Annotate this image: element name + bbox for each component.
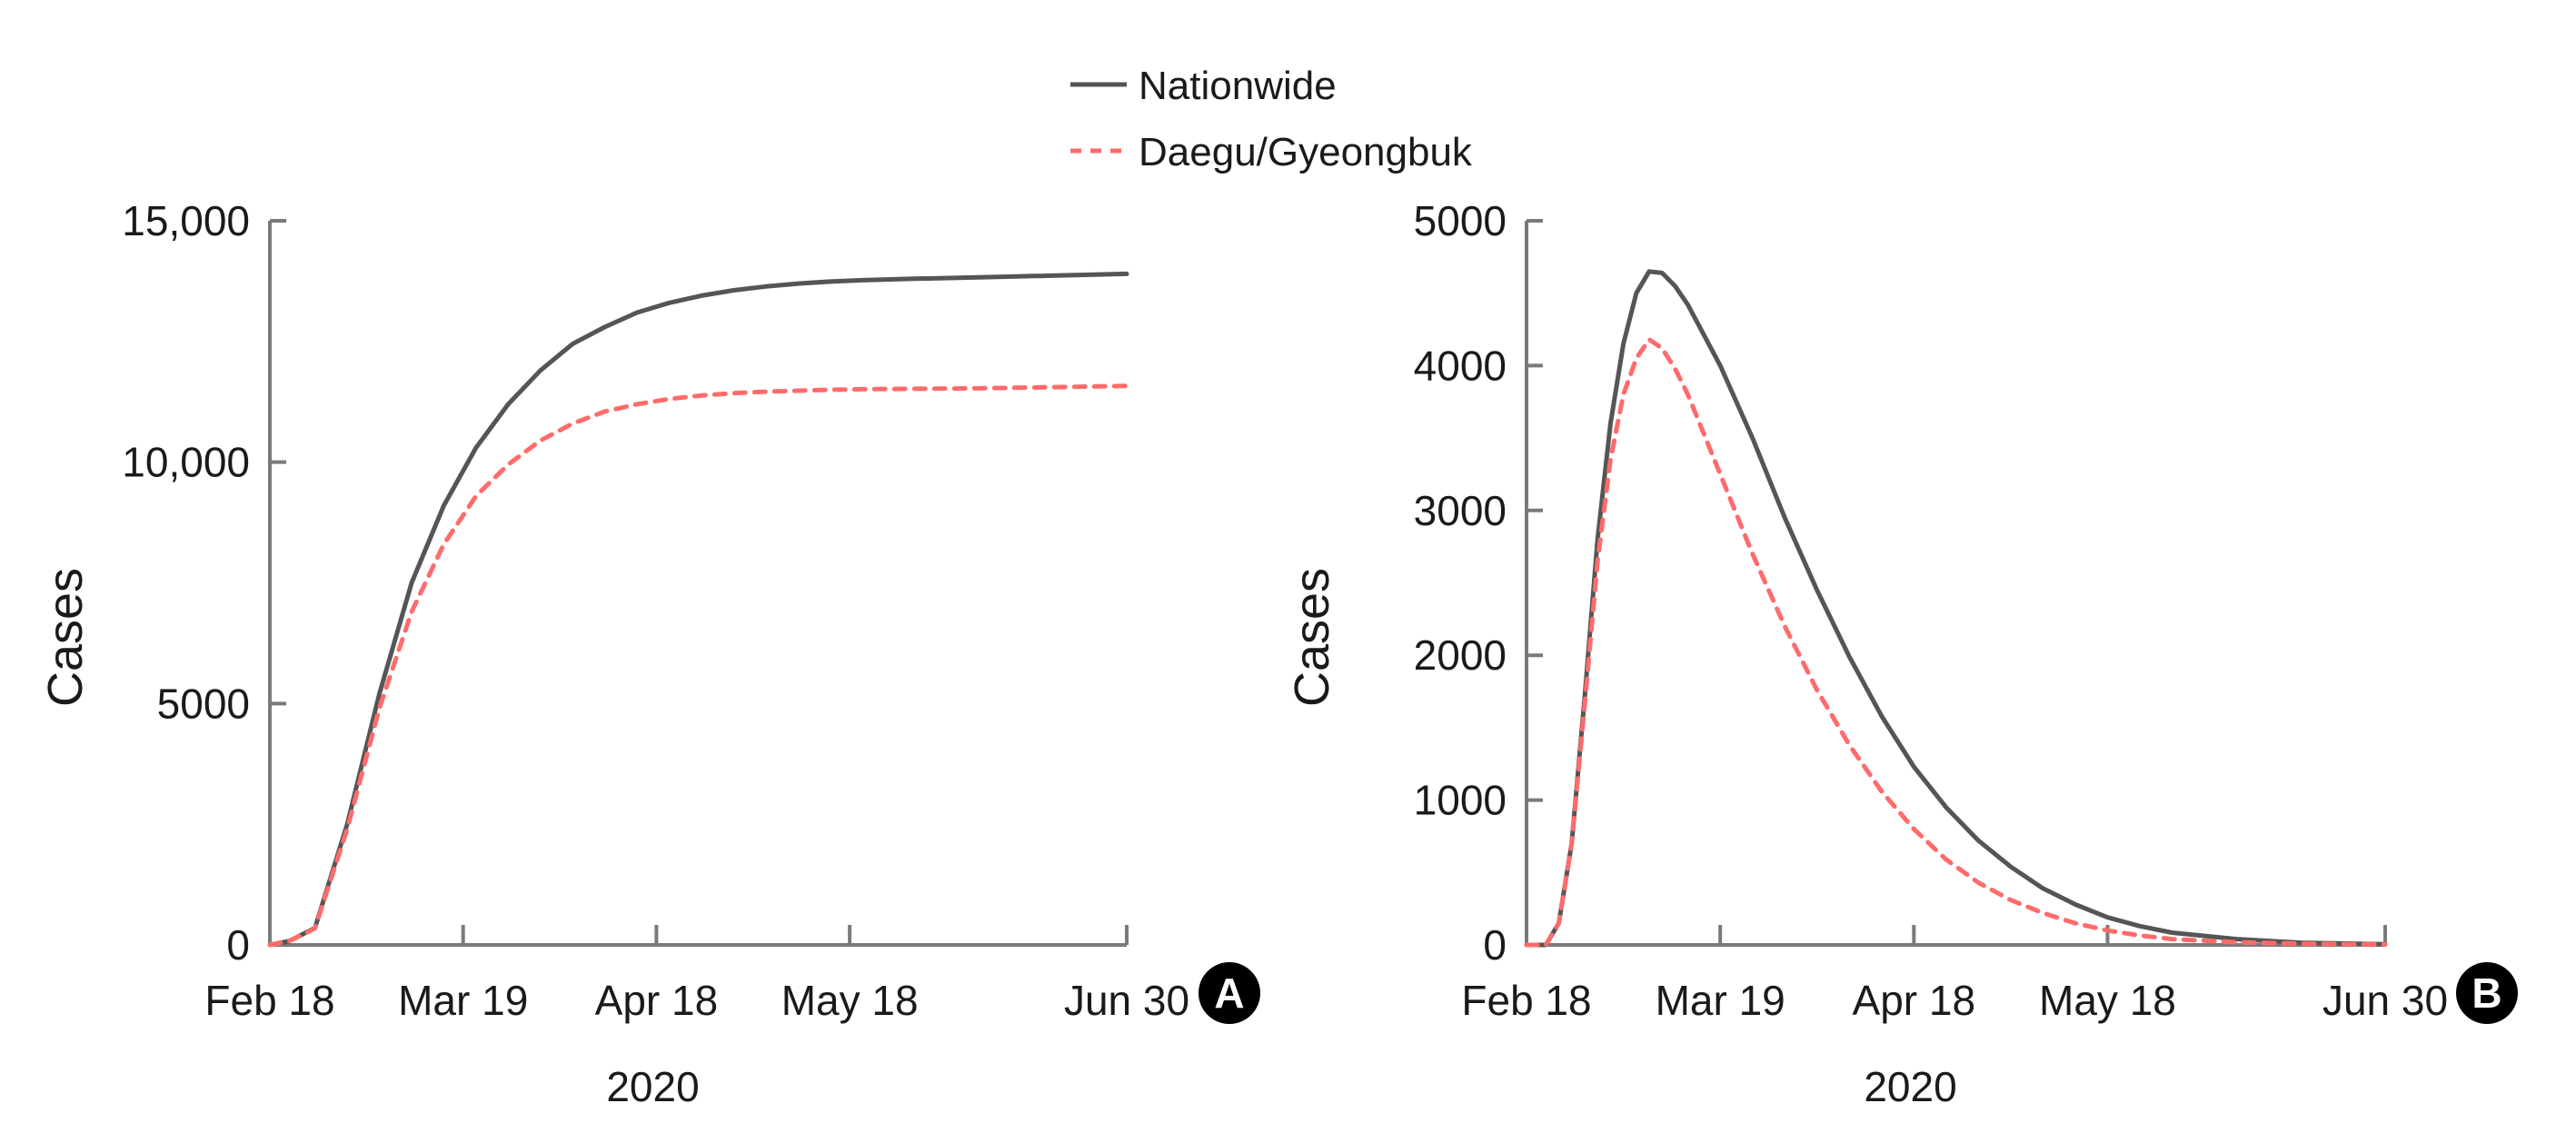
x-tick-label: Apr 18 — [1853, 977, 1976, 1024]
y-tick-label: 1000 — [1414, 777, 1507, 824]
x-axis-label: 2020 — [606, 1063, 699, 1110]
x-tick-label: Feb 18 — [1461, 977, 1591, 1024]
x-axis-label: 2020 — [1864, 1063, 1956, 1110]
panel-badge-label: A — [1214, 969, 1244, 1017]
legend-label-daegu-gyeongbuk: Daegu/Gyeongbuk — [1139, 130, 1473, 174]
legend: Nationwide Daegu/Gyeongbuk — [1070, 64, 1473, 174]
y-tick-label: 3000 — [1414, 487, 1507, 534]
y-tick-label: 0 — [226, 921, 250, 969]
x-tick-label: May 18 — [2039, 977, 2176, 1024]
y-tick-label: 4000 — [1414, 342, 1507, 389]
series-line-nationwide — [267, 271, 1129, 948]
y-tick-label: 5000 — [1414, 197, 1507, 244]
legend-label-nationwide: Nationwide — [1139, 64, 1337, 108]
x-tick-label: May 18 — [781, 977, 919, 1024]
x-tick-label: Jun 30 — [1064, 977, 1189, 1024]
y-tick-label: 2000 — [1414, 631, 1507, 679]
y-tick-label: 5000 — [157, 680, 250, 727]
y-tick-label: 15,000 — [122, 197, 250, 244]
panel-badge-circle — [1198, 962, 1260, 1024]
y-axis-label: Cases — [38, 568, 93, 707]
panel-a: 0 5000 10,000 15,000 Feb 18 Mar 19 Apr 18 May 1… — [38, 197, 1260, 1110]
y-tick-label: 0 — [1483, 921, 1507, 969]
y-axis-label: Cases — [1285, 568, 1339, 707]
series-line-nationwide — [1524, 269, 2388, 948]
y-tick-label: 10,000 — [122, 439, 250, 486]
x-tick-label: Apr 18 — [595, 977, 719, 1024]
series-line-daegu-gyeongbuk — [267, 383, 1129, 948]
x-tick-label: Feb 18 — [204, 977, 334, 1024]
x-tick-label: Mar 19 — [1656, 977, 1785, 1024]
panel-badge-circle — [2456, 962, 2518, 1024]
panel-badge-label: B — [2472, 969, 2501, 1017]
x-tick-label: Mar 19 — [398, 977, 528, 1024]
x-tick-label: Jun 30 — [2322, 977, 2448, 1024]
panel-b: 0 1000 2000 3000 4000 5000 Feb 18 Mar 19 Apr 18 M… — [1285, 197, 2518, 1110]
series-line-daegu-gyeongbuk — [1524, 337, 2388, 948]
